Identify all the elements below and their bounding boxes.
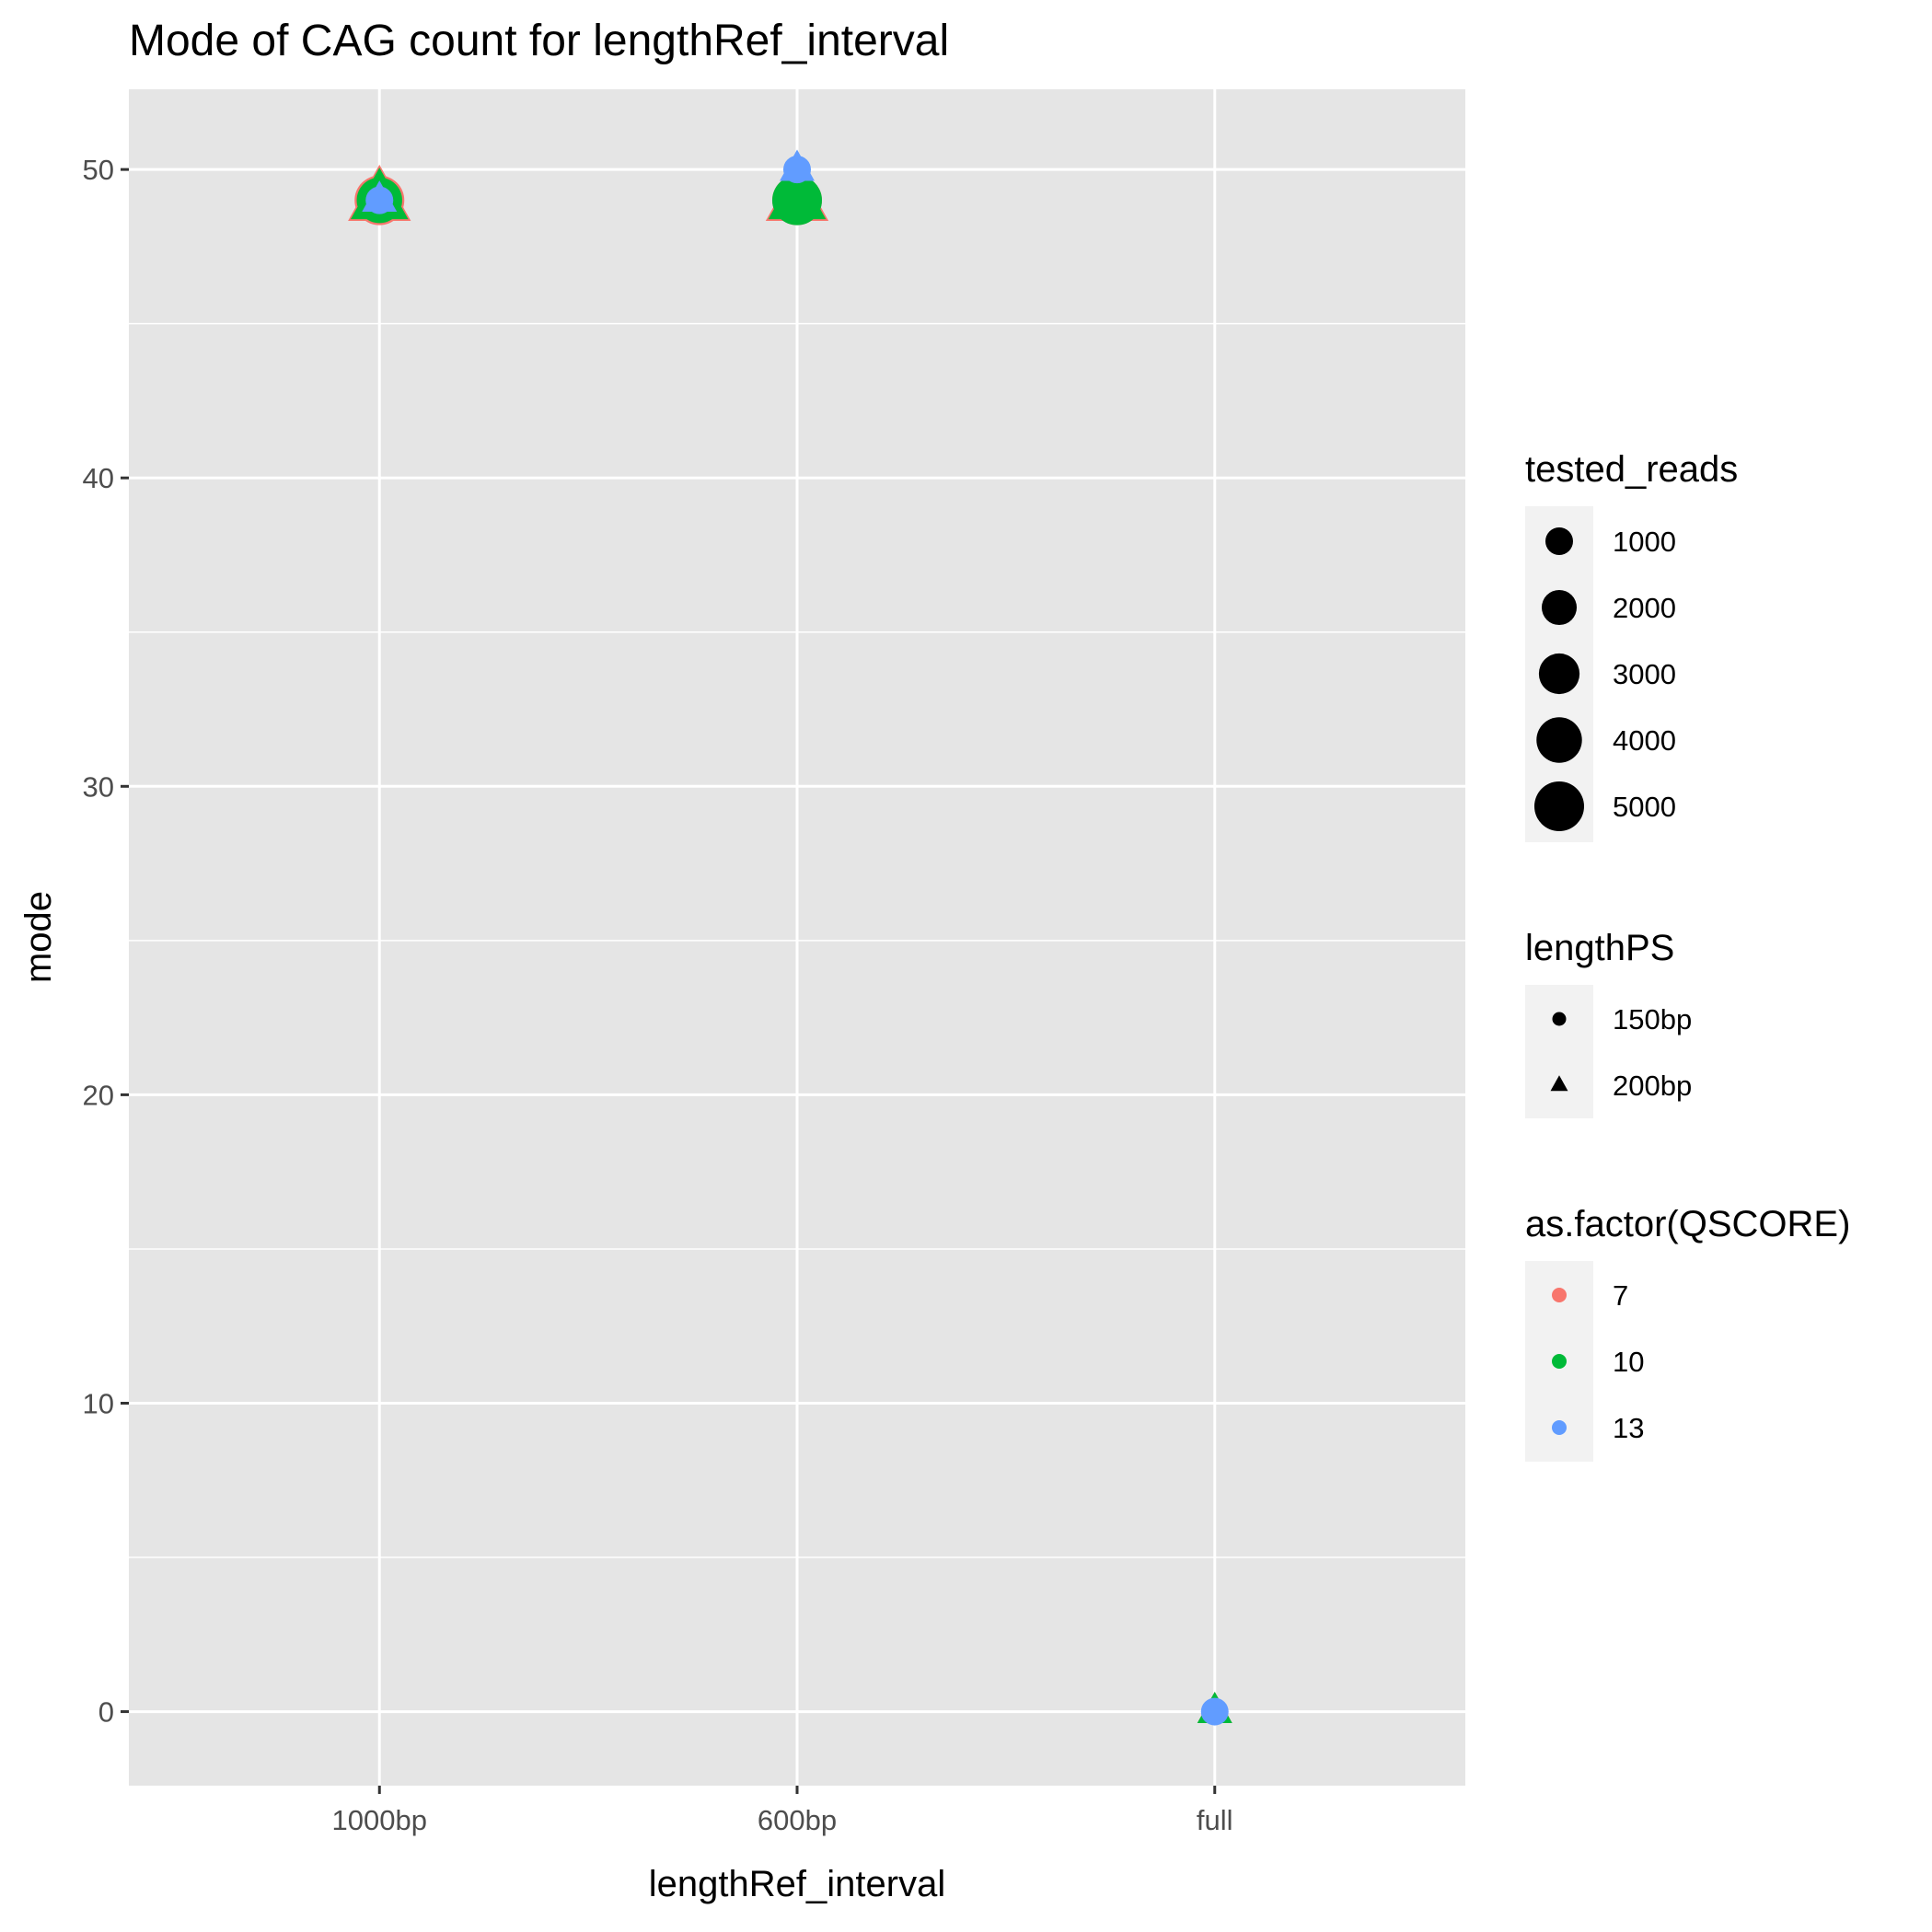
legend-shape-keys: 150bp 200bp <box>1550 1003 1692 1102</box>
legend-color: as.factor(QSCORE) 7 10 13 <box>1525 1204 1850 1462</box>
legend-color-label: 10 <box>1613 1346 1644 1378</box>
legend-size-key <box>1534 781 1584 831</box>
x-tick-label: 600bp <box>758 1804 837 1836</box>
legend-color-label: 7 <box>1613 1279 1628 1312</box>
y-axis: 0 10 20 30 40 50 <box>83 154 129 1729</box>
legend-size-key <box>1545 527 1573 555</box>
legend-size-key <box>1541 589 1578 626</box>
legend-shape-label: 150bp <box>1613 1003 1692 1035</box>
legend-size-label: 1000 <box>1613 526 1676 558</box>
legend-size-label: 2000 <box>1613 592 1676 624</box>
y-tick-label: 40 <box>83 462 114 494</box>
data-point <box>1200 1697 1229 1726</box>
legend-shape-label: 200bp <box>1613 1070 1692 1102</box>
legend-size-label: 3000 <box>1613 658 1676 690</box>
legend-color-key <box>1552 1288 1567 1302</box>
data-point <box>783 156 811 184</box>
y-tick-label: 20 <box>83 1079 114 1111</box>
legend-size-keys: 1000 2000 3000 4000 5000 <box>1534 526 1676 831</box>
y-tick-label: 10 <box>83 1387 114 1419</box>
legend-size: tested_reads 1000 2000 3000 4000 5000 <box>1525 449 1738 842</box>
legend-shape: lengthPS 150bp 200bp <box>1525 928 1692 1118</box>
y-tick-label: 30 <box>83 770 114 803</box>
y-tick-label: 0 <box>98 1696 114 1729</box>
legend-size-label: 4000 <box>1613 724 1676 757</box>
y-axis-title: mode <box>18 891 59 983</box>
data-point <box>772 175 822 226</box>
legend-size-key <box>1536 717 1582 763</box>
y-tick-label: 50 <box>83 154 114 186</box>
data-points <box>348 149 1232 1726</box>
legend-color-title: as.factor(QSCORE) <box>1525 1204 1850 1244</box>
legend-shape-key <box>1552 1012 1567 1026</box>
legend-color-keys: 7 10 13 <box>1552 1279 1644 1444</box>
legend-shape-key <box>1550 1075 1568 1092</box>
legend-size-key <box>1538 653 1580 695</box>
legend-color-key <box>1552 1420 1567 1435</box>
x-axis: 1000bp 600bp full <box>332 1786 1233 1836</box>
x-tick-label: full <box>1197 1804 1233 1836</box>
x-tick-label: 1000bp <box>332 1804 427 1836</box>
x-axis-title: lengthRef_interval <box>649 1864 945 1904</box>
legend-shape-keys-bg <box>1525 985 1593 1118</box>
data-point <box>365 186 394 214</box>
legend-color-label: 13 <box>1613 1412 1644 1444</box>
legend-size-title: tested_reads <box>1525 449 1738 490</box>
legend-size-label: 5000 <box>1613 791 1676 823</box>
legend-color-key <box>1552 1354 1567 1369</box>
legend-shape-title: lengthPS <box>1525 928 1674 968</box>
chart-title: Mode of CAG count for lengthRef_interval <box>129 17 949 65</box>
